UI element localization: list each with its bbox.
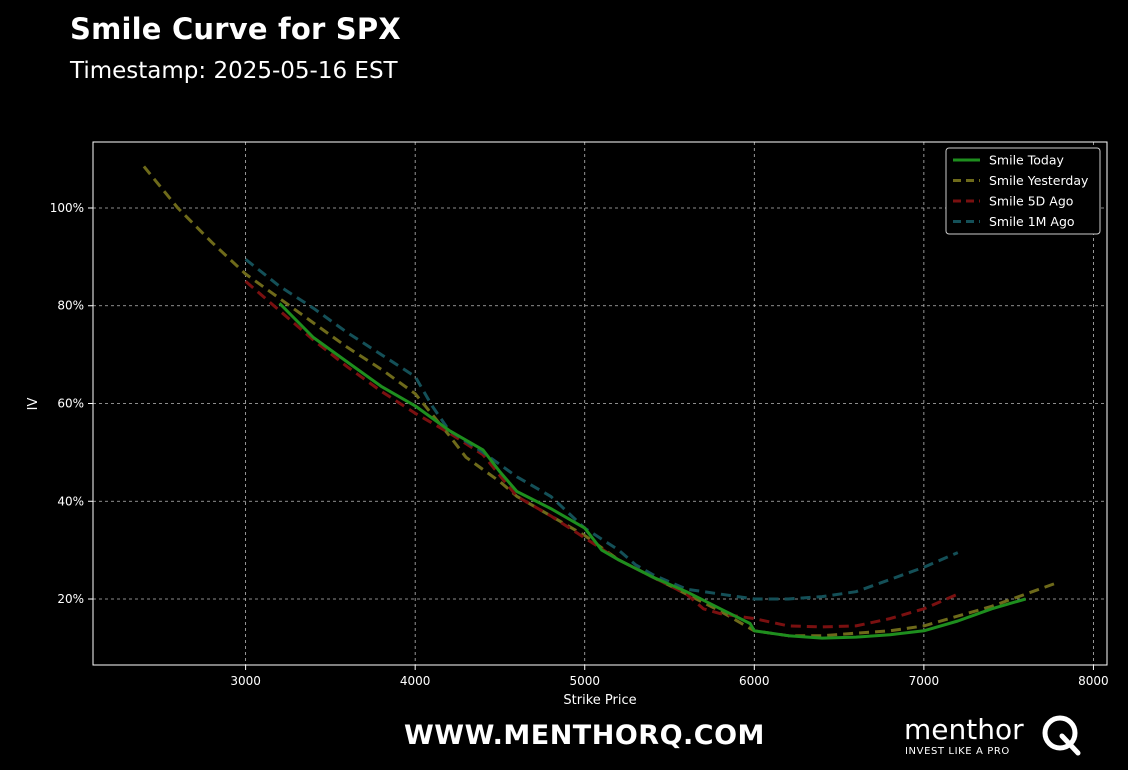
chart-subtitle: Timestamp: 2025-05-16 EST <box>70 58 398 84</box>
x-tick-label: 4000 <box>400 674 431 688</box>
footer-url[interactable]: WWW.MENTHORQ.COM <box>404 720 765 751</box>
legend: Smile Today Smile Yesterday Smile 5D Ago Sm… <box>945 147 1101 235</box>
grid-layer <box>93 142 1107 665</box>
y-tick-label: 80% <box>57 299 84 313</box>
x-tick-label: 7000 <box>909 674 940 688</box>
x-axis-label: Strike Price <box>563 693 636 708</box>
series-line-1 <box>142 165 1061 638</box>
y-tick-label: 20% <box>57 592 84 606</box>
series-layer <box>142 165 1061 640</box>
y-tick-label: 40% <box>57 494 84 508</box>
legend-label: Smile Today <box>989 153 1064 168</box>
y-tick-label: 60% <box>57 397 84 411</box>
x-tick-label: 8000 <box>1078 674 1109 688</box>
legend-box <box>945 147 1101 235</box>
x-tick-label: 3000 <box>230 674 261 688</box>
legend-label: Smile 5D Ago <box>989 194 1073 209</box>
legend-label: Smile Yesterday <box>989 173 1089 188</box>
series-line-0 <box>278 302 1027 640</box>
y-tick-label: 100% <box>50 201 84 215</box>
menthorq-logo: menthor INVEST LIKE A PRO <box>904 713 1094 763</box>
y-axis-label: IV <box>26 398 41 411</box>
x-tick-label: 6000 <box>739 674 770 688</box>
series-line-2 <box>244 280 959 629</box>
chart-title: Smile Curve for SPX <box>70 12 401 46</box>
legend-label: Smile 1M Ago <box>989 214 1075 229</box>
logo-wordmark: menthor <box>904 713 1024 746</box>
q-magnifier-icon <box>1042 715 1081 756</box>
logo-tagline: INVEST LIKE A PRO <box>905 746 1010 757</box>
x-tick-label: 5000 <box>569 674 600 688</box>
tick-layer: 3000 4000 5000 6000 7000 8000 20% 40% 60% 80% 100% <box>50 201 1109 688</box>
